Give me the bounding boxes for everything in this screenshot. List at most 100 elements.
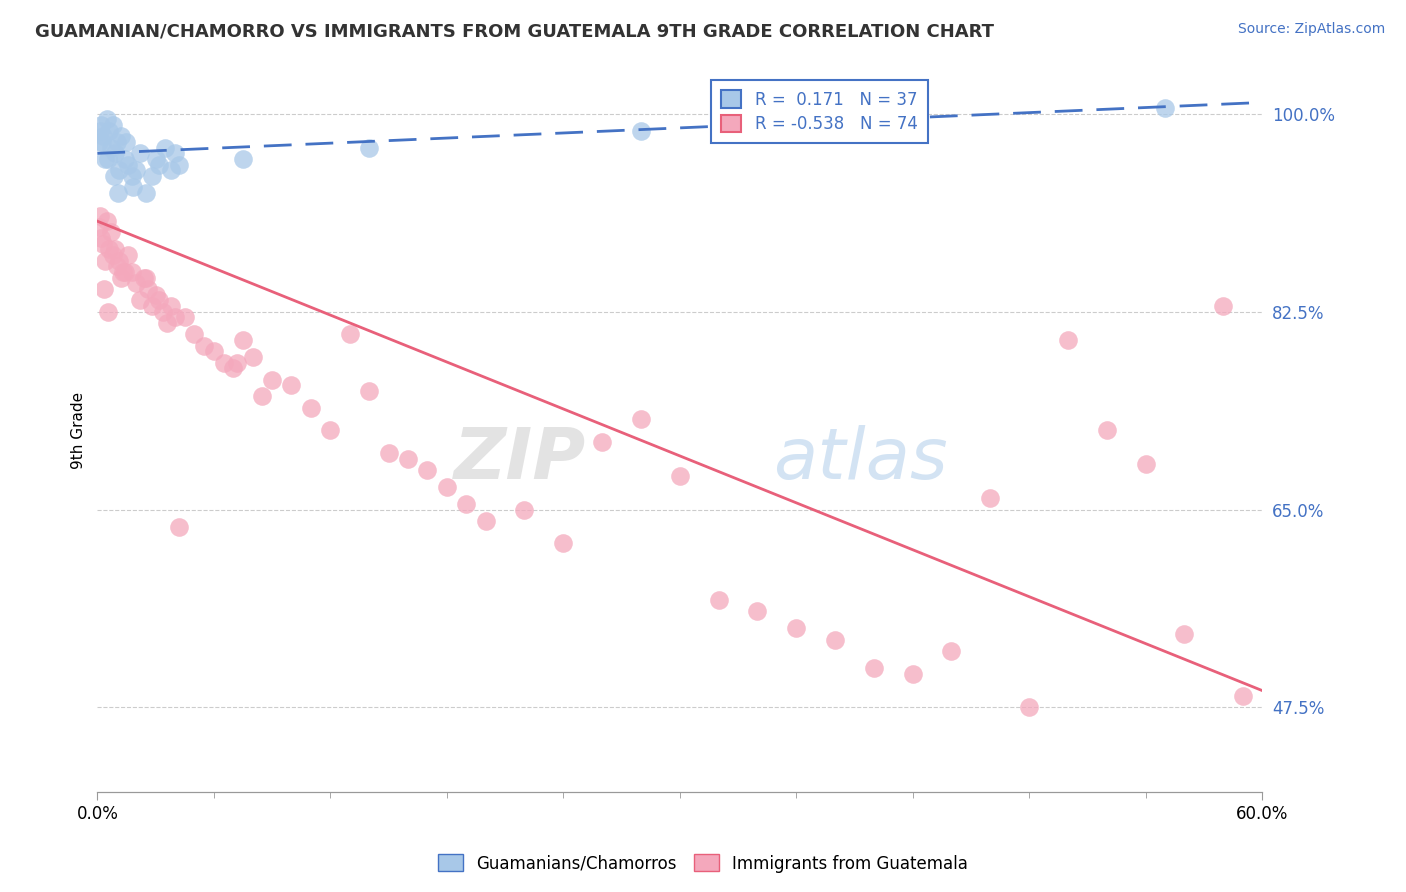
- Point: [183, 327, 205, 342]
- Point: [252, 389, 274, 403]
- Point: [630, 124, 652, 138]
- Point: [416, 463, 439, 477]
- Point: [167, 519, 190, 533]
- Text: GUAMANIAN/CHAMORRO VS IMMIGRANTS FROM GUATEMALA 9TH GRADE CORRELATION CHART: GUAMANIAN/CHAMORRO VS IMMIGRANTS FROM GU…: [35, 22, 994, 40]
- Point: [135, 270, 157, 285]
- Point: [319, 424, 342, 438]
- Point: [114, 265, 136, 279]
- Point: [125, 163, 148, 178]
- Point: [155, 141, 177, 155]
- Point: [1135, 458, 1157, 472]
- Point: [97, 304, 120, 318]
- Point: [121, 265, 143, 279]
- Point: [242, 350, 264, 364]
- Y-axis label: 9th Grade: 9th Grade: [72, 392, 86, 469]
- Point: [111, 265, 134, 279]
- Point: [107, 186, 129, 200]
- Point: [93, 282, 115, 296]
- Point: [107, 163, 129, 178]
- Point: [1018, 700, 1040, 714]
- Point: [98, 243, 121, 257]
- Point: [163, 146, 186, 161]
- Point: [232, 333, 254, 347]
- Point: [129, 146, 152, 161]
- Point: [941, 644, 963, 658]
- Point: [104, 243, 127, 257]
- Point: [901, 118, 924, 132]
- Point: [89, 219, 111, 234]
- Point: [121, 169, 143, 183]
- Point: [668, 468, 690, 483]
- Point: [136, 282, 159, 296]
- Point: [125, 277, 148, 291]
- Point: [110, 129, 132, 144]
- Point: [747, 604, 769, 618]
- Point: [145, 152, 167, 166]
- Point: [148, 158, 170, 172]
- Point: [456, 497, 478, 511]
- Point: [396, 451, 419, 466]
- Point: [513, 502, 536, 516]
- Point: [1232, 689, 1254, 703]
- Text: atlas: atlas: [773, 425, 948, 494]
- Point: [141, 169, 163, 183]
- Point: [101, 118, 124, 132]
- Text: Source: ZipAtlas.com: Source: ZipAtlas.com: [1237, 22, 1385, 37]
- Point: [91, 236, 114, 251]
- Point: [232, 152, 254, 166]
- Point: [148, 293, 170, 308]
- Point: [132, 270, 155, 285]
- Point: [707, 593, 730, 607]
- Point: [90, 118, 112, 132]
- Point: [91, 135, 114, 149]
- Point: [1173, 627, 1195, 641]
- Point: [339, 327, 361, 342]
- Point: [103, 169, 125, 183]
- Point: [117, 248, 139, 262]
- Point: [90, 231, 112, 245]
- Point: [160, 163, 183, 178]
- Point: [152, 304, 174, 318]
- Point: [299, 401, 322, 415]
- Point: [89, 135, 111, 149]
- Point: [591, 434, 613, 449]
- Point: [96, 214, 118, 228]
- Point: [115, 135, 138, 149]
- Point: [96, 112, 118, 127]
- Point: [114, 152, 136, 166]
- Point: [91, 129, 114, 144]
- Point: [222, 361, 245, 376]
- Point: [141, 299, 163, 313]
- Point: [167, 158, 190, 172]
- Point: [260, 372, 283, 386]
- Point: [630, 412, 652, 426]
- Point: [100, 141, 122, 155]
- Point: [156, 316, 179, 330]
- Point: [1057, 333, 1080, 347]
- Point: [89, 209, 111, 223]
- Point: [97, 152, 120, 166]
- Point: [359, 384, 381, 398]
- Point: [160, 299, 183, 313]
- Point: [94, 253, 117, 268]
- Point: [101, 248, 124, 262]
- Point: [226, 355, 249, 369]
- Point: [163, 310, 186, 325]
- Legend: R =  0.171   N = 37, R = -0.538   N = 74: R = 0.171 N = 37, R = -0.538 N = 74: [711, 80, 928, 144]
- Point: [129, 293, 152, 308]
- Point: [785, 621, 807, 635]
- Point: [377, 446, 399, 460]
- Point: [474, 514, 496, 528]
- Point: [145, 287, 167, 301]
- Point: [135, 186, 157, 200]
- Point: [89, 124, 111, 138]
- Point: [193, 338, 215, 352]
- Point: [110, 270, 132, 285]
- Point: [280, 378, 302, 392]
- Point: [173, 310, 195, 325]
- Point: [105, 135, 128, 149]
- Point: [94, 152, 117, 166]
- Point: [553, 536, 575, 550]
- Point: [1212, 299, 1234, 313]
- Point: [824, 632, 846, 647]
